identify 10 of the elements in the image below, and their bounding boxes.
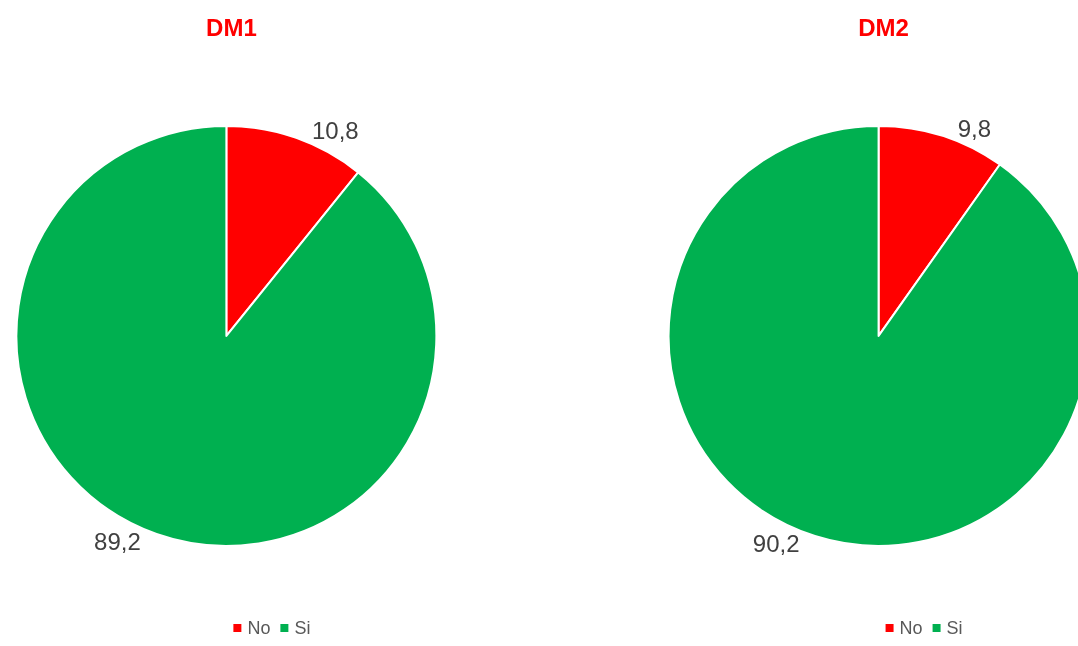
legend-label: No	[899, 618, 923, 638]
data-label: 10,8	[311, 116, 359, 144]
data-label: 9,8	[957, 114, 992, 142]
chart-title: DM1	[206, 13, 257, 41]
data-label: 89,2	[94, 527, 141, 555]
legend-label: No	[247, 618, 271, 638]
legend-label: Si	[946, 618, 963, 638]
chart-title: DM2	[858, 13, 909, 41]
data-label: 90,2	[752, 530, 800, 558]
legend-label: Si	[294, 618, 311, 638]
